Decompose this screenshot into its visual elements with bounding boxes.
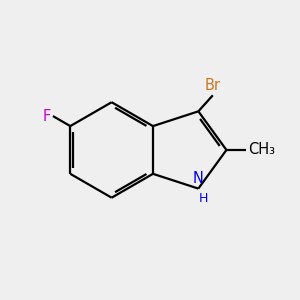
Text: CH₃: CH₃ [248, 142, 275, 158]
Text: H: H [198, 192, 208, 206]
Text: F: F [42, 109, 51, 124]
Text: Br: Br [205, 78, 221, 93]
Text: N: N [193, 171, 204, 186]
